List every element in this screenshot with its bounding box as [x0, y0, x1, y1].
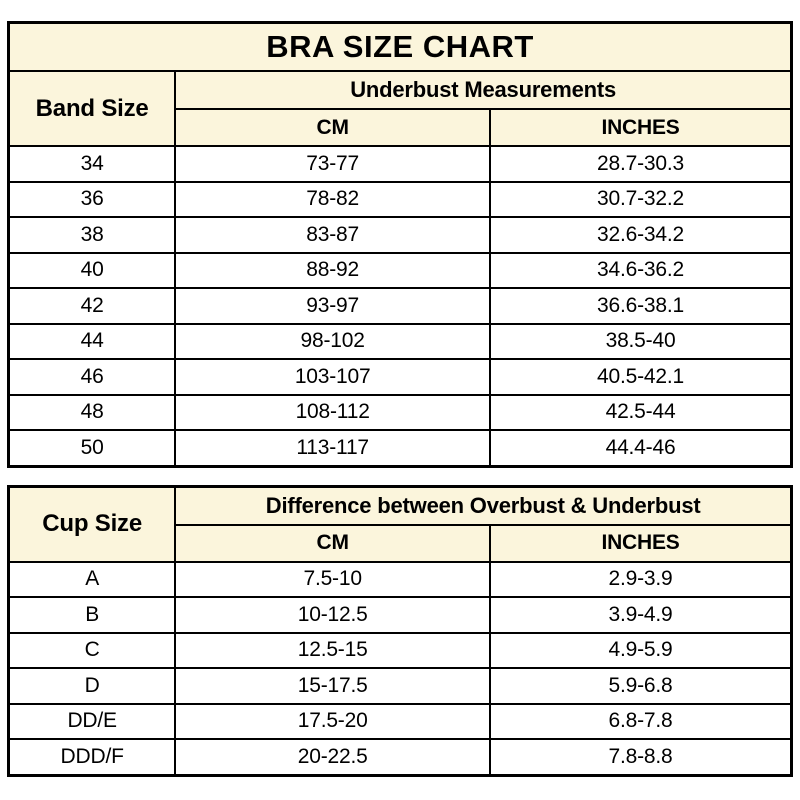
cm-cell: 78-82 — [174, 180, 492, 218]
table-row: DD/E 17.5-20 6.8-7.8 — [7, 702, 793, 740]
underbust-measurements-header: Underbust Measurements — [174, 70, 793, 110]
inches-cell: 30.7-32.2 — [489, 180, 793, 218]
table-row: 36 78-82 30.7-32.2 — [7, 180, 793, 218]
inches-cell: 5.9-6.8 — [489, 667, 793, 705]
table-row: D 15-17.5 5.9-6.8 — [7, 667, 793, 705]
table-row: A 7.5-10 2.9-3.9 — [7, 560, 793, 598]
cm-cell: 12.5-15 — [174, 631, 492, 669]
band-size-table: BRA SIZE CHART Band Size Underbust Measu… — [7, 21, 793, 468]
inches-cell: 36.6-38.1 — [489, 287, 793, 325]
cup-size-cell: A — [7, 560, 177, 598]
cm-cell: 73-77 — [174, 145, 492, 183]
band-size-cell: 38 — [7, 216, 177, 254]
inches-cell: 7.8-8.8 — [489, 738, 793, 776]
table-row: 42 93-97 36.6-38.1 — [7, 287, 793, 325]
inches-cell: 34.6-36.2 — [489, 251, 793, 289]
cm-cell: 103-107 — [174, 358, 492, 396]
band-size-cell: 34 — [7, 145, 177, 183]
inches-cell: 28.7-30.3 — [489, 145, 793, 183]
table-row: 40 88-92 34.6-36.2 — [7, 251, 793, 289]
cm-cell: 108-112 — [174, 393, 492, 431]
page-title: BRA SIZE CHART — [7, 21, 793, 72]
band-size-cell: 42 — [7, 287, 177, 325]
inches-column-header: INCHES — [489, 523, 793, 563]
table-row: 44 98-102 38.5-40 — [7, 322, 793, 360]
inches-cell: 32.6-34.2 — [489, 216, 793, 254]
table-row: C 12.5-15 4.9-5.9 — [7, 631, 793, 669]
group-header-row: Cup Size Difference between Overbust & U… — [7, 485, 793, 563]
inches-cell: 4.9-5.9 — [489, 631, 793, 669]
cm-cell: 20-22.5 — [174, 738, 492, 776]
inches-cell: 2.9-3.9 — [489, 560, 793, 598]
inches-cell: 40.5-42.1 — [489, 358, 793, 396]
table-divider-gap — [7, 468, 793, 485]
cm-cell: 15-17.5 — [174, 667, 492, 705]
table-row: 48 108-112 42.5-44 — [7, 393, 793, 431]
cm-cell: 93-97 — [174, 287, 492, 325]
cup-size-cell: C — [7, 631, 177, 669]
unit-header-row: CM INCHES — [9, 108, 793, 147]
inches-cell: 44.4-46 — [489, 429, 793, 467]
cup-size-cell: DDD/F — [7, 738, 177, 776]
cm-column-header: CM — [174, 523, 492, 563]
band-size-cell: 48 — [7, 393, 177, 431]
cm-cell: 113-117 — [174, 429, 492, 467]
table-row: 38 83-87 32.6-34.2 — [7, 216, 793, 254]
inches-cell: 3.9-4.9 — [489, 596, 793, 634]
inches-column-header: INCHES — [489, 108, 793, 147]
cm-cell: 17.5-20 — [174, 702, 492, 740]
table-row: 34 73-77 28.7-30.3 — [7, 145, 793, 183]
cup-size-cell: B — [7, 596, 177, 634]
group-header-row: Band Size Underbust Measurements — [7, 70, 793, 147]
band-size-cell: 40 — [7, 251, 177, 289]
band-size-cell: 44 — [7, 322, 177, 360]
cup-size-cell: D — [7, 667, 177, 705]
cm-cell: 10-12.5 — [174, 596, 492, 634]
inches-cell: 38.5-40 — [489, 322, 793, 360]
cup-size-cell: DD/E — [7, 702, 177, 740]
chart-title-row: BRA SIZE CHART — [7, 21, 793, 72]
table-row: 50 113-117 44.4-46 — [7, 429, 793, 467]
difference-overbust-underbust-header: Difference between Overbust & Underbust — [174, 485, 793, 526]
inches-cell: 42.5-44 — [489, 393, 793, 431]
cm-cell: 98-102 — [174, 322, 492, 360]
unit-header-row: CM INCHES — [9, 523, 793, 563]
table-row: 46 103-107 40.5-42.1 — [7, 358, 793, 396]
cm-cell: 7.5-10 — [174, 560, 492, 598]
cup-size-column-header: Cup Size — [7, 485, 177, 563]
band-size-cell: 36 — [7, 180, 177, 218]
cm-cell: 88-92 — [174, 251, 492, 289]
band-size-column-header: Band Size — [7, 70, 177, 147]
table-row: DDD/F 20-22.5 7.8-8.8 — [7, 738, 793, 776]
cm-column-header: CM — [174, 108, 492, 147]
cup-size-table: Cup Size Difference between Overbust & U… — [7, 484, 793, 777]
table-row: B 10-12.5 3.9-4.9 — [7, 596, 793, 634]
band-size-cell: 50 — [7, 429, 177, 467]
band-size-cell: 46 — [7, 358, 177, 396]
cm-cell: 83-87 — [174, 216, 492, 254]
inches-cell: 6.8-7.8 — [489, 702, 793, 740]
